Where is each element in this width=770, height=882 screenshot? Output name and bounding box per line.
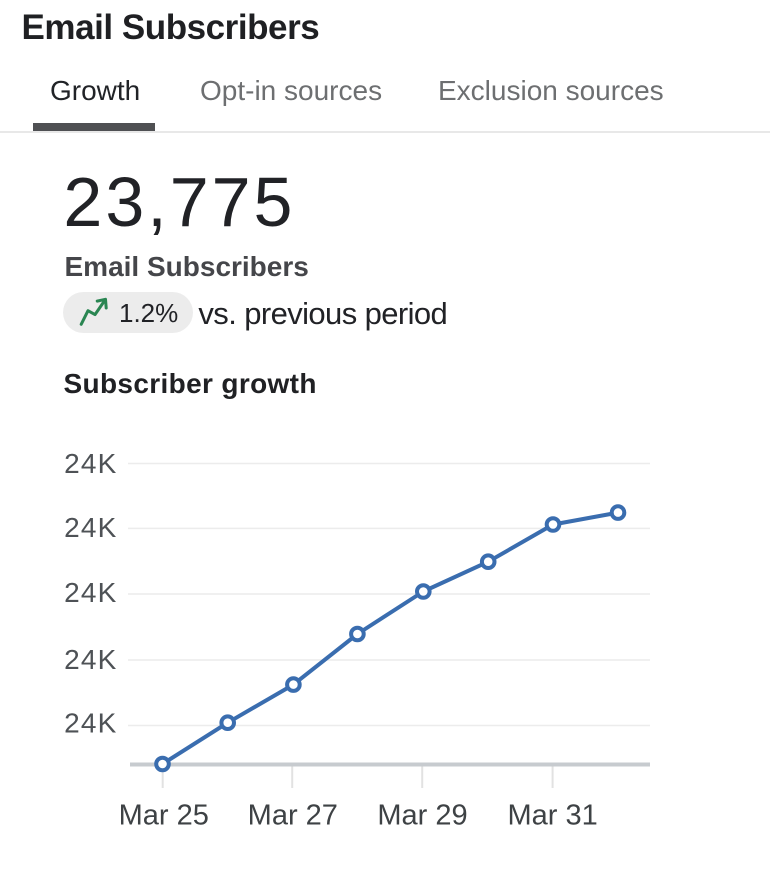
svg-text:Mar 25: Mar 25 [119, 799, 209, 831]
svg-text:24K: 24K [64, 644, 117, 675]
svg-text:Mar 29: Mar 29 [377, 799, 467, 831]
svg-text:24K: 24K [64, 448, 117, 479]
svg-text:24K: 24K [64, 512, 117, 543]
svg-text:24K: 24K [64, 577, 117, 608]
svg-text:24K: 24K [64, 708, 117, 739]
svg-text:Mar 27: Mar 27 [248, 799, 338, 831]
svg-text:Mar 31: Mar 31 [507, 799, 597, 831]
